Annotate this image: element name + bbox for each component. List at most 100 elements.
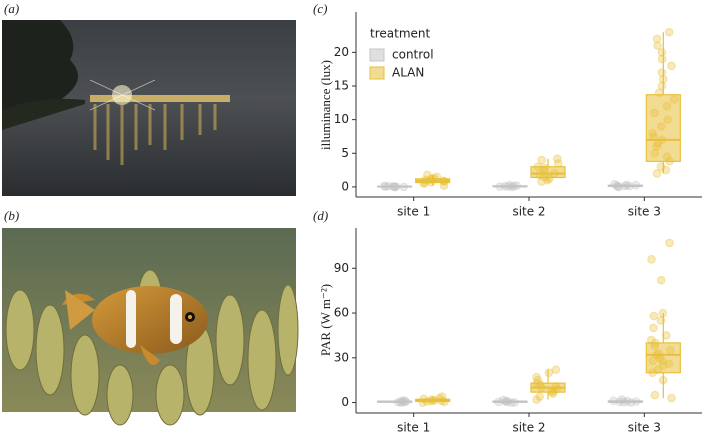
point: [650, 390, 660, 400]
point: [667, 61, 676, 71]
point: [653, 365, 663, 375]
point: [509, 181, 519, 191]
point: [613, 182, 622, 191]
point: [535, 392, 545, 401]
point: [396, 398, 406, 407]
point: [652, 142, 662, 151]
point: [532, 372, 541, 382]
box-group: [530, 154, 566, 186]
x-tick-label: site 2: [512, 421, 545, 435]
point: [550, 169, 559, 178]
point: [631, 397, 641, 406]
panel-label: (b): [4, 208, 19, 223]
point: [420, 175, 430, 185]
box: [645, 94, 681, 162]
point: [657, 48, 667, 57]
legend-title: treatment: [370, 27, 430, 41]
box-group: [415, 170, 451, 190]
point: [419, 394, 428, 404]
point: [400, 396, 410, 406]
point: [658, 360, 668, 370]
point: [381, 182, 390, 191]
point: [662, 152, 672, 161]
point: [391, 182, 401, 192]
box-group: [530, 365, 566, 404]
point: [609, 396, 618, 406]
point: [542, 175, 552, 185]
point: [435, 393, 445, 403]
y-axis-title: PAR (W m⁻²): [318, 284, 333, 356]
point: [532, 378, 542, 388]
panel-label: (c): [313, 1, 327, 16]
point: [398, 397, 408, 407]
point: [380, 181, 389, 191]
point: [437, 396, 446, 406]
point: [626, 398, 636, 407]
photo-night-coast: [2, 20, 296, 196]
point: [661, 165, 671, 175]
point: [656, 275, 666, 285]
point: [669, 95, 679, 104]
point: [419, 179, 428, 188]
box-group: [415, 392, 451, 407]
point: [544, 368, 554, 378]
point: [649, 311, 659, 321]
point: [619, 397, 629, 407]
point: [631, 180, 641, 190]
box-group: [645, 27, 681, 178]
point: [401, 397, 411, 407]
point: [655, 353, 665, 363]
point: [427, 396, 436, 406]
point: [658, 308, 668, 318]
box: [645, 342, 681, 374]
point: [551, 381, 561, 391]
point: [510, 398, 519, 407]
point: [656, 316, 666, 325]
point: [537, 177, 546, 186]
point: [494, 397, 503, 407]
point: [432, 172, 442, 182]
point: [422, 397, 432, 406]
point: [427, 177, 436, 187]
box-group: [607, 395, 643, 407]
box: [530, 166, 566, 179]
point: [439, 181, 449, 190]
point: [399, 182, 409, 192]
y-tick-label: 0: [341, 179, 349, 193]
point: [532, 395, 541, 404]
point: [500, 181, 510, 191]
y-tick-label: 20: [334, 45, 349, 59]
point: [396, 397, 405, 406]
point: [512, 181, 522, 190]
point: [650, 338, 660, 348]
point: [650, 108, 659, 118]
point: [625, 181, 634, 191]
point: [653, 41, 662, 50]
point: [649, 132, 658, 141]
point: [440, 397, 449, 407]
point: [495, 182, 505, 192]
point: [656, 162, 666, 172]
legend-label: control: [392, 48, 434, 62]
point: [614, 182, 624, 192]
point: [610, 179, 619, 189]
point: [647, 335, 656, 345]
point: [535, 380, 545, 389]
point: [533, 375, 543, 385]
point: [427, 174, 436, 184]
box-group: [645, 238, 681, 403]
point: [664, 27, 674, 37]
point: [501, 397, 511, 406]
y-tick-label: 60: [334, 306, 349, 320]
legend-swatch: [369, 48, 385, 62]
point: [502, 396, 511, 406]
point: [440, 177, 449, 186]
point: [439, 176, 448, 186]
point: [615, 397, 625, 407]
point: [665, 157, 674, 166]
point: [654, 88, 664, 98]
point: [426, 175, 436, 184]
box-group: [492, 395, 528, 407]
legend-label: ALAN: [392, 66, 424, 80]
